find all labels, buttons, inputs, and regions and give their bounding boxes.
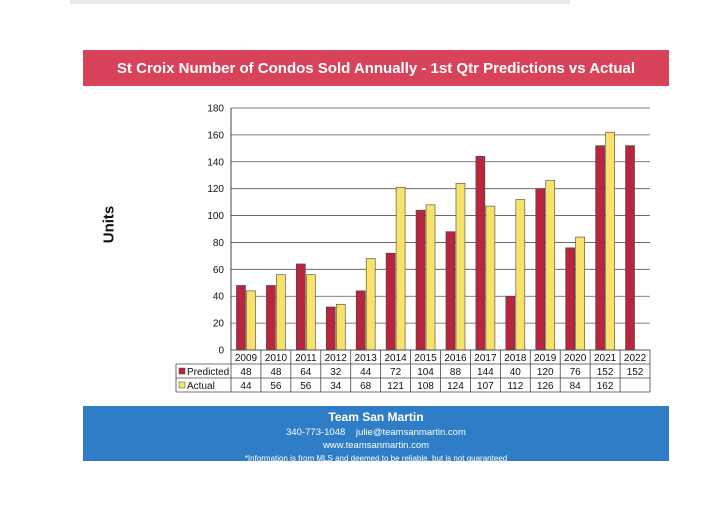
x-tick-label: 2018 — [504, 353, 527, 364]
team-name: Team San Martin — [328, 410, 424, 424]
predicted-bar — [475, 156, 486, 351]
predicted-bar — [535, 188, 546, 351]
email-address[interactable]: julie@teamsanmartin.com — [355, 427, 466, 438]
data-label: 40 — [510, 367, 522, 378]
actual-bar — [365, 258, 376, 351]
data-label: 44 — [360, 367, 372, 378]
x-tick-label: 2013 — [355, 353, 378, 364]
legend-label: Actual — [187, 381, 215, 392]
data-label: 107 — [477, 381, 494, 392]
data-label: 104 — [417, 367, 434, 378]
predicted-bar — [355, 290, 366, 351]
predicted-bar — [325, 306, 336, 351]
data-label: 162 — [597, 381, 614, 392]
contact-line: 340-773-1048 julie@teamsanmartin.com — [83, 427, 669, 438]
predicted-bar — [625, 145, 635, 351]
data-label: 120 — [537, 367, 554, 378]
predicted-bar — [266, 285, 276, 351]
x-tick-label: 2017 — [474, 353, 497, 364]
data-label: 64 — [300, 367, 312, 378]
y-tick-label: 120 — [207, 184, 224, 195]
x-tick-label: 2010 — [265, 353, 288, 364]
legend-swatch — [178, 367, 186, 375]
legend-swatch — [178, 381, 186, 389]
predicted-bar — [595, 145, 605, 351]
website-link[interactable]: www.teamsanmartin.com — [322, 440, 430, 451]
x-tick-label: 2020 — [564, 353, 587, 364]
data-label: 76 — [570, 367, 582, 378]
chart-title-banner: St Croix Number of Condos Sold Annually … — [83, 50, 669, 86]
disclaimer: *Information is from MLS and deemed to b… — [244, 454, 508, 463]
predicted-bar — [445, 231, 456, 351]
actual-bar — [515, 199, 526, 351]
data-label: 34 — [330, 381, 342, 392]
y-tick-label: 180 — [207, 104, 224, 115]
data-label: 44 — [240, 381, 252, 392]
legend-label: Predicted — [187, 367, 229, 378]
actual-bar — [395, 187, 406, 351]
actual-bar — [485, 205, 496, 351]
x-tick-label: 2019 — [534, 353, 557, 364]
data-label: 32 — [330, 367, 342, 378]
y-tick-label: 140 — [207, 157, 224, 168]
x-tick-label: 2011 — [295, 353, 317, 364]
phone-number: 340-773-1048 — [286, 427, 346, 438]
data-label: 108 — [417, 381, 434, 392]
x-tick-label: 2021 — [594, 353, 617, 364]
x-tick-label: 2016 — [444, 353, 467, 364]
actual-bar — [575, 236, 585, 351]
predicted-bar — [236, 285, 246, 351]
data-label: 126 — [537, 381, 554, 392]
actual-bar — [425, 204, 436, 351]
y-tick-label: 160 — [207, 130, 224, 141]
predicted-bar — [505, 295, 516, 351]
footer-banner: Team San Martin 340-773-1048 julie@teams… — [83, 406, 669, 463]
data-label: 88 — [450, 367, 462, 378]
x-tick-label: 2015 — [414, 353, 437, 364]
actual-bar — [335, 303, 346, 351]
predicted-bar — [565, 247, 575, 351]
actual-bar — [545, 180, 556, 351]
y-tick-label: 100 — [207, 211, 224, 222]
predicted-bar — [296, 263, 306, 351]
x-tick-label: 2012 — [325, 353, 348, 364]
data-label: 48 — [270, 367, 282, 378]
data-label: 56 — [270, 381, 282, 392]
data-label: 56 — [300, 381, 312, 392]
y-tick-label: 80 — [213, 238, 225, 249]
x-tick-label: 2022 — [624, 353, 647, 364]
y-tick-label: 0 — [218, 346, 224, 357]
data-label: 121 — [387, 381, 404, 392]
chart-title: St Croix Number of Condos Sold Annually … — [116, 59, 636, 77]
y-tick-label: 20 — [213, 319, 225, 330]
actual-bar — [455, 182, 466, 351]
data-label: 48 — [240, 367, 252, 378]
data-label: 152 — [597, 367, 614, 378]
data-label: 68 — [360, 381, 372, 392]
data-label: 72 — [390, 367, 402, 378]
data-label: 152 — [627, 367, 644, 378]
x-tick-label: 2014 — [384, 353, 407, 364]
predicted-bar — [385, 252, 396, 351]
actual-bar — [246, 290, 256, 351]
predicted-bar — [415, 209, 426, 351]
top-strip — [70, 0, 570, 4]
y-tick-label: 40 — [213, 292, 225, 303]
actual-bar — [605, 131, 615, 351]
data-label: 84 — [570, 381, 582, 392]
data-label: 144 — [477, 367, 494, 378]
y-tick-label: 60 — [213, 265, 225, 276]
data-label: 112 — [507, 381, 523, 392]
x-tick-label: 2009 — [235, 353, 258, 364]
data-label: 124 — [447, 381, 464, 392]
actual-bar — [276, 274, 286, 351]
actual-bar — [306, 274, 316, 351]
